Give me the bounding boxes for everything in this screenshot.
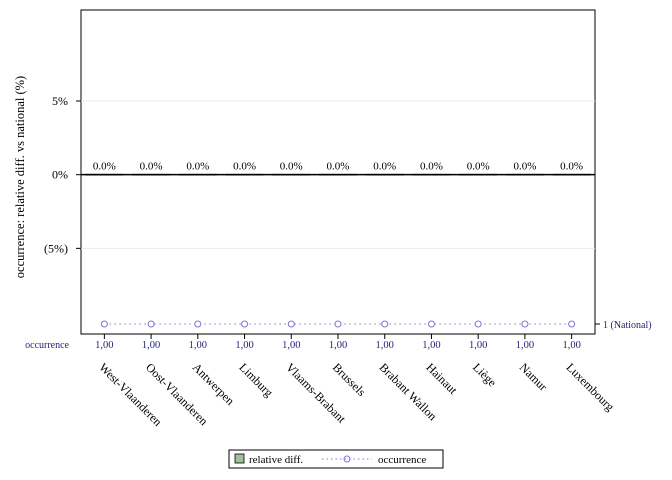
bar-data-label: 0.0%	[420, 161, 443, 173]
bar-data-label: 0.0%	[233, 161, 256, 173]
legend-occurrence-label: occurrence	[378, 454, 426, 466]
bar-data-label: 0.0%	[560, 161, 583, 173]
occurrence-value: 1,00	[469, 340, 487, 351]
legend-bar-label: relative diff.	[249, 454, 303, 466]
occurrence-marker	[287, 320, 295, 328]
occurrence-series	[100, 320, 576, 328]
occurrence-marker	[240, 320, 249, 328]
occurrence-values: 1,00 1,00 1,00 1,00 1,00 1,00 1,00 1,00 1,00 1,00…	[95, 340, 581, 351]
occurrence-value: 1,00	[329, 340, 347, 351]
y-tick-label: 0%	[52, 168, 68, 182]
occurrence-marker	[194, 320, 202, 328]
occurrence-marker	[334, 320, 342, 328]
occurrence-marker	[521, 320, 529, 328]
bar-data-label: 0.0%	[467, 161, 490, 173]
plot-frame	[80, 9, 596, 335]
x-tick-label: Namur	[517, 360, 550, 393]
occurrence-marker	[474, 320, 482, 328]
bar-data-label: 0.0%	[513, 161, 536, 173]
occurrence-marker	[427, 320, 436, 328]
y-tick-label: 5%	[52, 94, 68, 108]
occurrence-value: 1,00	[189, 340, 207, 351]
occurrence-marker	[568, 320, 576, 328]
occurrence-marker	[100, 320, 108, 328]
x-tick-label: Luxembourg	[564, 360, 618, 414]
y-axis-title: occurrence: relative diff. vs national (…	[13, 76, 27, 278]
occurrence-row-label: occurrence	[25, 340, 69, 351]
occurrence-value: 1,00	[95, 340, 113, 351]
bar-data-label: 0.0%	[373, 161, 396, 173]
legend-occurrence-marker	[343, 455, 351, 463]
bar-data-label: 0.0%	[140, 161, 163, 173]
bar-data-labels: 0.0% 0.0% 0.0% 0.0% 0.0% 0.0% 0.0% 0.0% 0.0% 0.0%…	[93, 161, 583, 173]
y-axis-ticks: 5% 0% (5%)	[44, 94, 81, 255]
occurrence-value: 1,00	[282, 340, 300, 351]
bar-data-label: 0.0%	[280, 161, 303, 173]
bar-data-label: 0.0%	[186, 161, 209, 173]
legend-bar-swatch	[234, 453, 245, 464]
occurrence-value: 1,00	[235, 340, 253, 351]
occurrence-value: 1,00	[376, 340, 394, 351]
x-tick-label: Hainaut	[423, 360, 460, 397]
y-tick-label: (5%)	[44, 241, 68, 255]
occurrence-value: 1,00	[142, 340, 160, 351]
bar-data-label: 0.0%	[93, 161, 116, 173]
x-tick-label: Brussels	[330, 360, 369, 399]
occurrence-marker	[147, 320, 155, 328]
x-tick-label: Liège	[470, 360, 499, 389]
x-tick-label: Antwerpen	[190, 360, 238, 408]
national-label: 1 (National)	[603, 320, 652, 331]
x-tick-label: Limburg	[236, 360, 275, 399]
occurrence-value: 1,00	[562, 340, 580, 351]
bar-data-label: 0.0%	[327, 161, 350, 173]
occurrence-value: 1,00	[422, 340, 440, 351]
legend: relative diff. occurrence	[228, 449, 444, 469]
occurrence-value: 1,00	[516, 340, 534, 351]
occurrence-marker	[381, 320, 389, 328]
